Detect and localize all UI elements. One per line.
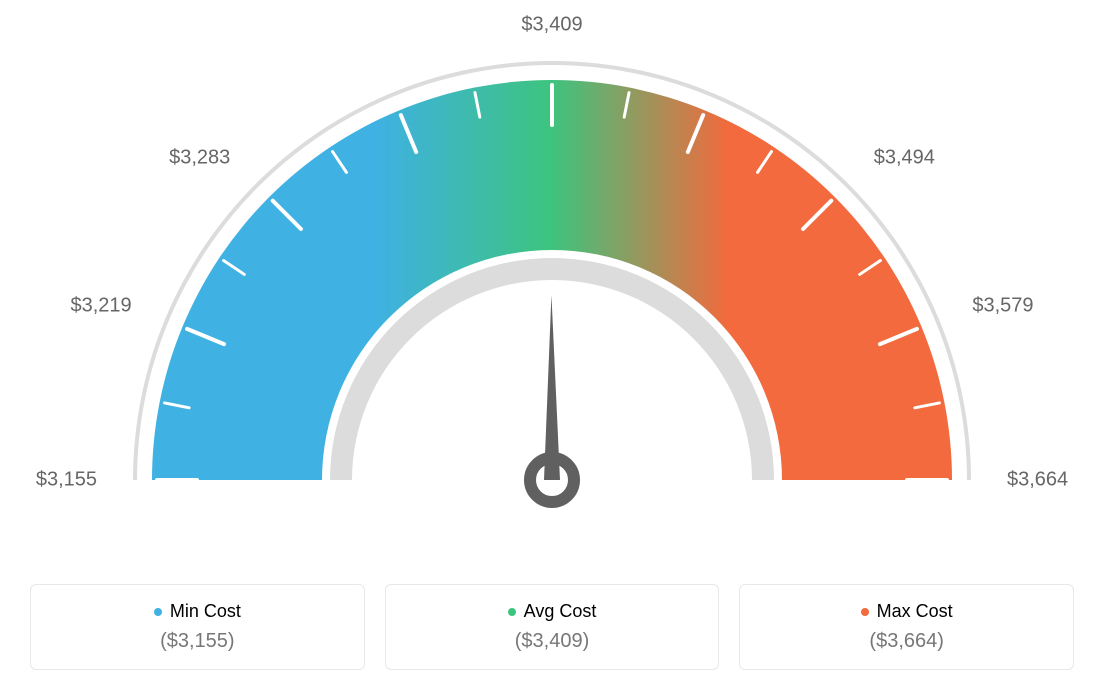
gauge-chart: $3,155 $3,219 $3,283 $3,409 $3,494 $3,579 $3,6… [0, 0, 1104, 690]
legend-label-avg: Avg Cost [508, 601, 597, 622]
legend-title-avg: Avg Cost [524, 601, 597, 622]
gauge-tick-label: $3,494 [874, 147, 935, 170]
gauge-tick-label: $3,409 [521, 14, 582, 37]
legend-value-min: ($3,155) [51, 630, 344, 653]
legend-value-max: ($3,664) [760, 630, 1053, 653]
gauge-svg [52, 0, 1052, 540]
legend-card-avg: Avg Cost ($3,409) [385, 584, 720, 670]
legend-label-min: Min Cost [154, 601, 241, 622]
gauge-tick-label: $3,283 [169, 147, 230, 170]
gauge-tick-label: $3,155 [36, 469, 97, 492]
legend-title-max: Max Cost [877, 601, 953, 622]
legend-value-avg: ($3,409) [406, 630, 699, 653]
legend-row: Min Cost ($3,155) Avg Cost ($3,409) Max … [30, 584, 1074, 670]
gauge-tick-label: $3,664 [1007, 469, 1068, 492]
dot-icon [154, 608, 162, 616]
legend-title-min: Min Cost [170, 601, 241, 622]
dot-icon [508, 608, 516, 616]
legend-card-min: Min Cost ($3,155) [30, 584, 365, 670]
gauge-tick-label: $3,219 [70, 294, 131, 317]
dot-icon [861, 608, 869, 616]
gauge-tick-label: $3,579 [972, 294, 1033, 317]
legend-label-max: Max Cost [861, 601, 953, 622]
legend-card-max: Max Cost ($3,664) [739, 584, 1074, 670]
gauge-area: $3,155$3,219$3,283$3,409$3,494$3,579$3,6… [52, 0, 1052, 540]
